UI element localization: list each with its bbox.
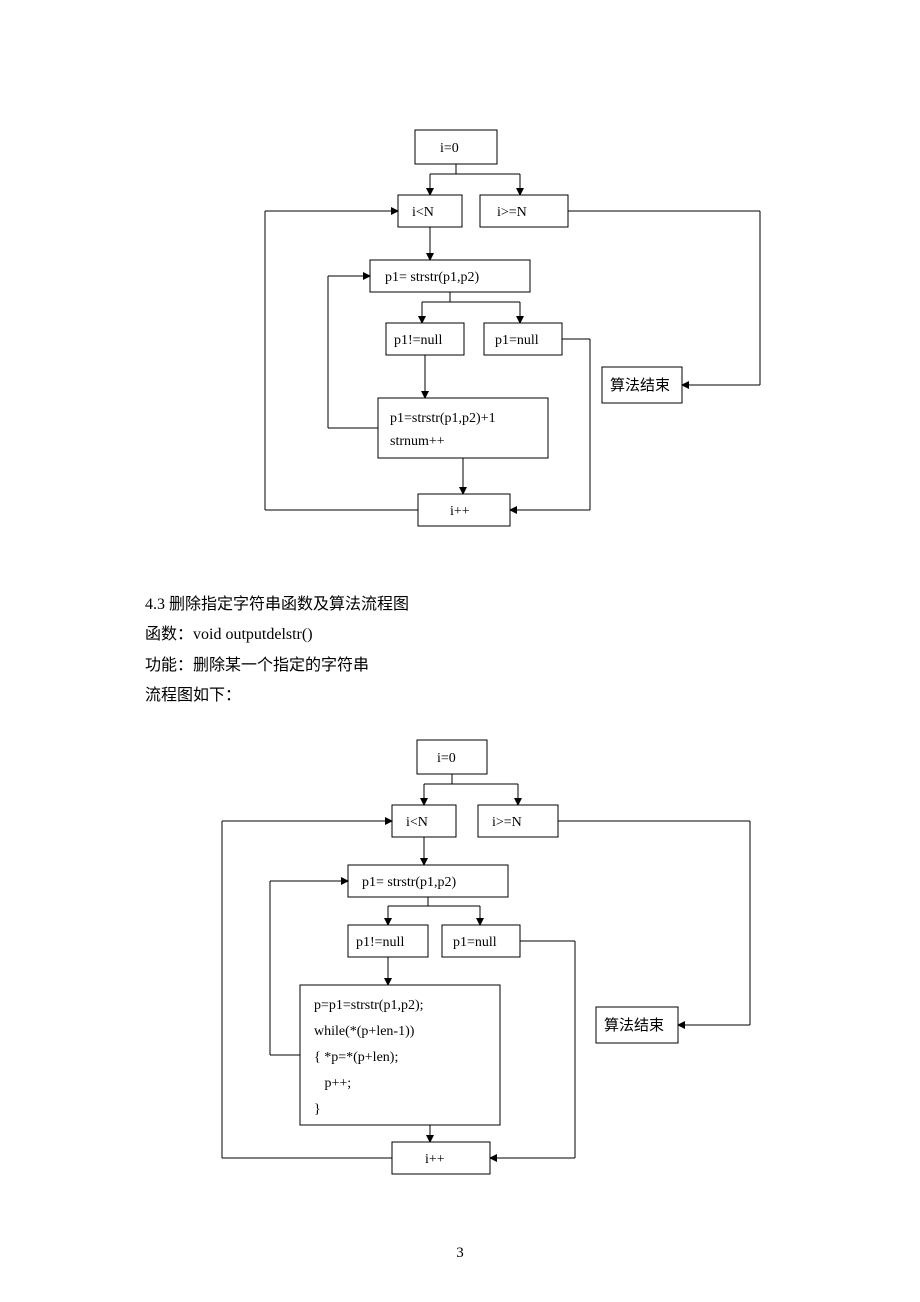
fc2-body-l5: } xyxy=(314,1102,321,1117)
fc1-null: p1=null xyxy=(495,333,539,348)
fc1-body-l1: p1=strstr(p1,p2)+1 xyxy=(390,411,496,426)
section-desc: 功能：删除某一个指定的字符串 xyxy=(145,651,409,681)
fc2-body-l1: p=p1=strstr(p1,p2); xyxy=(314,998,424,1013)
fc2-strstr: p1= strstr(p1,p2) xyxy=(362,875,457,890)
fc2-ge: i>=N xyxy=(492,815,522,830)
section-flow: 流程图如下： xyxy=(145,681,409,711)
fc1-strstr: p1= strstr(p1,p2) xyxy=(385,270,480,285)
fc2-end: 算法结束 xyxy=(604,1016,664,1034)
flowchart-1: i=0 i<N i>=N p1= strstr(p1,p2) p1!=null … xyxy=(0,120,920,540)
section-text: 4.3 删除指定字符串函数及算法流程图 函数：void outputdelstr… xyxy=(145,590,409,712)
fc1-end: 算法结束 xyxy=(610,376,670,394)
page-number: 3 xyxy=(450,1245,470,1262)
fc2-body-l3: { *p=*(p+len); xyxy=(314,1050,398,1065)
section-fn: 函数：void outputdelstr() xyxy=(145,620,409,650)
fc2-notnull: p1!=null xyxy=(356,935,404,950)
fc2-lt: i<N xyxy=(406,815,428,830)
section-heading: 4.3 删除指定字符串函数及算法流程图 xyxy=(145,590,409,620)
fc1-notnull: p1!=null xyxy=(394,333,442,348)
fc1-ge: i>=N xyxy=(497,205,527,220)
fc1-body-l2: strnum++ xyxy=(390,434,445,449)
fc2-init: i=0 xyxy=(437,751,456,766)
fc2-body-l2: while(*(p+len-1)) xyxy=(314,1024,415,1039)
fc2-null: p1=null xyxy=(453,935,497,950)
fc2-body-l4: p++; xyxy=(314,1076,351,1091)
flowchart-2: i=0 i<N i>=N p1= strstr(p1,p2) p1!=null … xyxy=(0,730,920,1190)
fc1-lt: i<N xyxy=(412,205,434,220)
fc2-inc: i++ xyxy=(425,1152,445,1167)
fc1-inc: i++ xyxy=(450,504,470,519)
page: i=0 i<N i>=N p1= strstr(p1,p2) p1!=null … xyxy=(0,0,920,1302)
fc1-init: i=0 xyxy=(440,141,459,156)
